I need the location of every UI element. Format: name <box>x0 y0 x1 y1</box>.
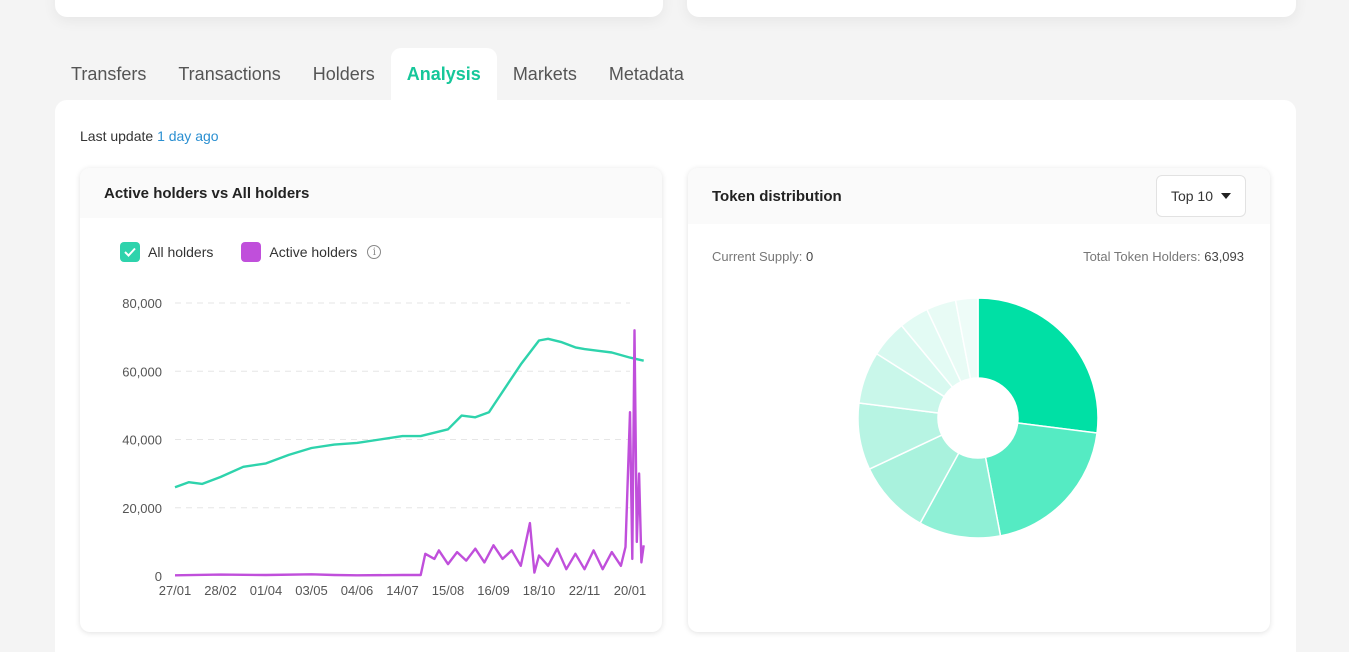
token-distribution-card: Token distribution Top 10 Current Supply… <box>688 168 1270 632</box>
dropdown-value: Top 10 <box>1170 188 1213 204</box>
x-tick-label: 15/08 <box>432 583 465 598</box>
legend-all-holders-label: All holders <box>148 244 214 260</box>
info-icon[interactable]: i <box>367 245 382 259</box>
tab-transfers[interactable]: Transfers <box>71 63 147 84</box>
tab-bar: Transfers Transactions Holders Analysis … <box>55 48 700 100</box>
tab-transactions[interactable]: Transactions <box>178 63 281 84</box>
x-tick-label: 14/07 <box>386 583 419 598</box>
holders-chart-title: Active holders vs All holders <box>80 168 662 218</box>
x-tick-label: 20/01 <box>614 583 647 598</box>
y-tick-label: 60,000 <box>122 364 162 379</box>
last-update: Last update 1 day ago <box>80 128 219 144</box>
checkbox-icon[interactable] <box>120 242 140 262</box>
legend-active-holders[interactable]: Active holders i <box>241 242 382 262</box>
holders-chart-card: 0 20,000 40,000 60,000 80,000 27/01 28/02 01/04… <box>80 168 662 632</box>
y-tick-label: 40,000 <box>122 433 162 448</box>
y-tick-label: 0 <box>155 569 162 584</box>
current-supply: Current Supply: 0 <box>712 249 813 264</box>
series-line-active-holders[interactable] <box>174 329 645 577</box>
caret-down-icon <box>1221 193 1231 199</box>
x-tick-label: 04/06 <box>341 583 374 598</box>
x-tick-label: 27/01 <box>159 583 192 598</box>
tab-holders[interactable]: Holders <box>312 63 375 84</box>
x-tick-label: 16/09 <box>477 583 510 598</box>
pie-slice-2[interactable] <box>984 422 1098 537</box>
top-card-right <box>687 0 1296 17</box>
total-holders-value: 63,093 <box>1204 249 1244 264</box>
legend-all-holders[interactable]: All holders <box>120 242 213 262</box>
top-n-dropdown[interactable]: Top 10 <box>1155 175 1246 217</box>
distribution-header: Token distribution Top 10 <box>688 168 1270 224</box>
distribution-meta: Current Supply: 0 Total Token Holders: 6… <box>712 249 1244 264</box>
series-line-all-holders[interactable] <box>174 337 644 489</box>
x-tick-label: 01/04 <box>250 583 283 598</box>
holders-line-chart: 0 20,000 40,000 60,000 80,000 27/01 28/02 01/04… <box>122 296 647 598</box>
distribution-pie-chart <box>857 297 1099 539</box>
current-supply-label: Current Supply: <box>712 249 803 264</box>
total-holders-label: Total Token Holders: <box>1083 249 1201 264</box>
x-tick-label: 22/11 <box>569 583 601 598</box>
last-update-link[interactable]: 1 day ago <box>157 128 219 144</box>
analysis-panel: Last update 1 day ago 0 20,000 40,000 60,00… <box>55 100 1296 652</box>
x-tick-label: 18/10 <box>523 583 556 598</box>
top-card-left <box>55 0 663 17</box>
y-tick-label: 20,000 <box>122 501 162 516</box>
tab-markets[interactable]: Markets <box>512 63 577 84</box>
tab-metadata[interactable]: Metadata <box>608 63 684 84</box>
legend-active-holders-label: Active holders <box>269 244 358 260</box>
current-supply-value: 0 <box>805 249 814 264</box>
legend-swatch-icon[interactable] <box>241 242 262 262</box>
chart-legend: All holders Active holders i <box>120 242 382 262</box>
pie-slice-10[interactable] <box>954 297 979 380</box>
pie-slice-1[interactable] <box>977 297 1099 434</box>
tab-analysis[interactable]: Analysis <box>390 48 497 100</box>
x-tick-label: 03/05 <box>295 583 328 598</box>
total-holders: Total Token Holders: 63,093 <box>1083 249 1244 264</box>
last-update-label: Last update <box>80 128 154 144</box>
y-tick-label: 80,000 <box>122 296 162 311</box>
x-tick-label: 28/02 <box>204 583 237 598</box>
distribution-title: Token distribution <box>712 187 842 205</box>
